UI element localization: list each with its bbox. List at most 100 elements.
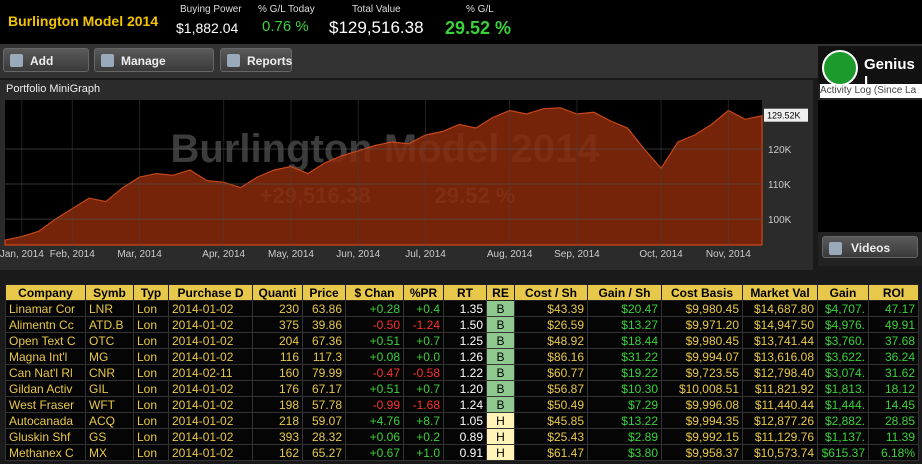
table-cell: $9,980.45 [661,300,743,317]
column-header: RT [443,284,487,301]
table-cell: 176 [252,380,303,397]
table-row: Methanex C MX Lon 2014-01-02 162 65.27 +0.67 +1… [5,444,919,461]
table-cell: 2014-01-02 [168,332,253,349]
table-cell: $3,760. [817,332,869,349]
table-cell: $50.49 [514,396,588,413]
table-cell: +0.28 [345,300,404,317]
table-cell: $9,723.55 [661,364,743,381]
table-cell: 1.50 [443,316,487,333]
x-tick-label: Mar, 2014 [117,249,162,260]
table-cell: B [486,300,515,317]
table-cell: $45.85 [514,412,588,429]
holdings-table: Company Symb Typ Purchase D Quanti Price $ Cha… [5,284,919,461]
table-cell: Lon [133,396,169,413]
table-cell: B [486,316,515,333]
table-cell: 1.25 [443,332,487,349]
table-cell: GIL [85,380,134,397]
table-cell: Alimentn Cc [5,316,86,333]
table-cell: +4.76 [345,412,404,429]
x-tick-label: Oct, 2014 [639,249,683,260]
table-cell: B [486,364,515,381]
y-tick-label: 110K [768,180,791,191]
column-header: Symb [85,284,134,301]
table-cell: -0.50 [345,316,404,333]
column-header: Cost Basis [661,284,743,301]
stat-label: % G/L [466,4,494,15]
table-cell: +0.51 [345,380,404,397]
manage-portfolio-button[interactable]: Manage Portfolio [94,48,214,92]
table-cell: Linamar Cor [5,300,86,317]
table-cell: Lon [133,380,169,397]
table-cell: CNR [85,364,134,381]
table-cell: $19.22 [587,364,662,381]
table-cell: $9,996.08 [661,396,743,413]
table-cell: $18.44 [587,332,662,349]
table-cell: $3.80 [587,444,662,461]
table-cell: $61.47 [514,444,588,461]
videos-button[interactable]: Videos [822,236,918,258]
table-cell: $12,798.40 [742,364,818,381]
portfolio-title: Burlington Model 2014 [8,13,159,29]
table-cell: +0.7 [403,380,444,397]
table-cell: Lon [133,332,169,349]
x-tick-label: Sep, 2014 [554,249,600,260]
table-cell: Lon [133,300,169,317]
table-cell: $10,573.74 [742,444,818,461]
table-cell: $9,971.20 [661,316,743,333]
table-row: Linamar Cor LNR Lon 2014-01-02 230 63.86 +0.28… [5,300,919,317]
table-cell: $3,622. [817,348,869,365]
genius-icon[interactable] [822,50,858,86]
table-cell: -0.47 [345,364,404,381]
table-cell: 218 [252,412,303,429]
column-header: Price [302,284,346,301]
table-cell: $13,741.44 [742,332,818,349]
table-cell: Lon [133,444,169,461]
table-cell: 1.05 [443,412,487,429]
table-cell: $4,707. [817,300,869,317]
reports-button[interactable]: Reports [220,48,292,72]
table-cell: 2014-01-02 [168,444,253,461]
table-cell: $1,813. [817,380,869,397]
table-cell: Can Nat'l Rl [5,364,86,381]
table-cell: 37.68 [868,332,919,349]
table-cell: +0.7 [403,332,444,349]
stat-label: Total Value [352,4,401,15]
table-cell: $1,137. [817,428,869,445]
last-value-label: 129.52K [767,111,801,121]
table-cell: 6.18% [868,444,919,461]
table-cell: Magna Int'l [5,348,86,365]
table-cell: Lon [133,428,169,445]
table-cell: 28.32 [302,428,346,445]
toolbar: Add Trade Manage Portfolio Reports [0,44,922,92]
table-cell: 2014-01-02 [168,428,253,445]
table-cell: +0.4 [403,300,444,317]
button-label: Videos [851,241,891,255]
table-cell: $43.39 [514,300,588,317]
table-cell: -1.24 [403,316,444,333]
stat-value: $1,882.04 [176,20,239,36]
table-cell: $13,616.08 [742,348,818,365]
table-cell: $7.29 [587,396,662,413]
table-cell: 59.07 [302,412,346,429]
table-cell: Lon [133,364,169,381]
table-row: Autocanada ACQ Lon 2014-01-02 218 59.07 +4.76 +… [5,412,919,429]
table-cell: $3,074. [817,364,869,381]
add-trade-button[interactable]: Add Trade [3,48,89,92]
table-cell: Lon [133,348,169,365]
table-cell: 28.85 [868,412,919,429]
table-cell: 393 [252,428,303,445]
table-cell: $14,947.50 [742,316,818,333]
x-tick-label: Feb, 2014 [50,249,95,260]
table-cell: +0.51 [345,332,404,349]
table-cell: 198 [252,396,303,413]
table-cell: 1.35 [443,300,487,317]
table-cell: $56.87 [514,380,588,397]
table-cell: Autocanada [5,412,86,429]
table-cell: 2014-01-02 [168,380,253,397]
table-cell: 1.20 [443,380,487,397]
activity-log-tab[interactable]: Activity Log (Since La [820,84,922,98]
table-cell: MG [85,348,134,365]
table-cell: 1.22 [443,364,487,381]
table-row: Can Nat'l Rl CNR Lon 2014-02-11 160 79.99 -0.4… [5,364,919,381]
stat-value: 0.76 % [262,18,309,35]
